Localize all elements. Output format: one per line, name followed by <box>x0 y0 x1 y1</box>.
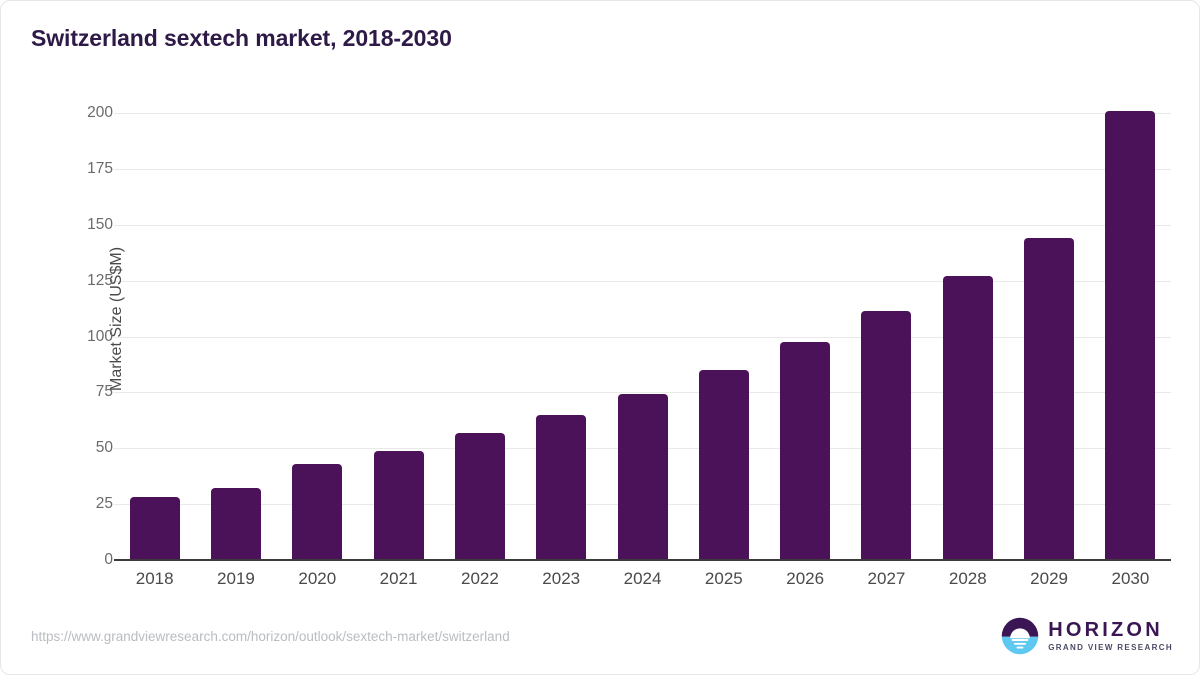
horizon-sunrise-circle-icon <box>1001 617 1039 655</box>
bar-slot <box>602 113 683 560</box>
bar-slot <box>114 113 195 560</box>
y-axis-tick-label: 50 <box>95 439 113 457</box>
x-axis-tick-label: 2029 <box>1030 569 1068 588</box>
x-axis-tick-label: 2027 <box>867 569 906 588</box>
bar-slot <box>1008 113 1089 560</box>
x-axis-tick-label: 2023 <box>542 569 581 588</box>
bar[interactable] <box>1024 238 1075 560</box>
x-axis-tick-label: 2026 <box>786 569 825 588</box>
y-axis-tick-label: 175 <box>87 159 113 177</box>
bar-slot <box>521 113 602 560</box>
y-axis-tick-label: 75 <box>95 383 113 401</box>
bar[interactable] <box>373 450 424 560</box>
bar[interactable] <box>129 497 180 560</box>
x-axis-tick-label: 2021 <box>379 569 418 588</box>
bar[interactable] <box>617 393 668 560</box>
bar[interactable] <box>942 276 993 560</box>
bar-slot <box>1090 110 1171 560</box>
logo-subtitle: GRAND VIEW RESEARCH <box>1048 643 1173 652</box>
x-axis-tick-label: 2018 <box>135 569 174 588</box>
bar[interactable] <box>536 414 587 560</box>
source-url[interactable]: https://www.grandviewresearch.com/horizo… <box>31 629 510 644</box>
y-axis-tick-label: 0 <box>104 551 113 568</box>
bar-slot <box>846 113 927 560</box>
x-axis-tick-label: 2019 <box>217 569 255 588</box>
page-title: Switzerland sextech market, 2018-2030 <box>31 25 452 51</box>
bar[interactable] <box>210 488 261 560</box>
bar[interactable] <box>454 432 505 560</box>
bar[interactable] <box>780 342 831 560</box>
y-axis-tick-label: 200 <box>87 104 113 121</box>
logo-wordmark: HORIZON <box>1048 619 1163 641</box>
bar-slot <box>439 113 520 560</box>
horizon-logo: HORIZON GRAND VIEW RESEARCH <box>1001 617 1173 655</box>
y-axis-tick-label: 100 <box>87 327 113 345</box>
x-axis-tick-label: 2022 <box>460 569 499 588</box>
x-axis-tick-label: 2024 <box>623 569 662 588</box>
y-axis-tick-label: 25 <box>95 495 113 513</box>
bar[interactable] <box>292 463 343 560</box>
bar-slot <box>195 113 276 560</box>
bar-slot <box>277 113 358 560</box>
y-axis-tick-label: 125 <box>87 271 113 289</box>
x-axis-tick-label: 2030 <box>1111 569 1150 588</box>
bar[interactable] <box>861 310 912 560</box>
x-axis-tick-label: 2028 <box>948 569 987 588</box>
logo-text: HORIZON GRAND VIEW RESEARCH <box>1048 620 1173 652</box>
bar-slot <box>927 113 1008 560</box>
bar-slot <box>358 113 439 560</box>
bar-slot <box>683 113 764 560</box>
bar-series <box>114 110 1171 560</box>
x-axis-tick-label: 2025 <box>704 569 743 588</box>
x-axis-tick-label: 2020 <box>298 569 337 588</box>
bar[interactable] <box>1105 110 1156 560</box>
y-axis-tick-label: 150 <box>87 215 113 233</box>
x-axis-line <box>114 559 1171 561</box>
bar-slot <box>765 113 846 560</box>
bar[interactable] <box>698 370 749 560</box>
x-axis-tick-labels: 2018 2019 2020 2021 2022 2023 2024 2025 2026 2027… <box>114 569 1171 589</box>
